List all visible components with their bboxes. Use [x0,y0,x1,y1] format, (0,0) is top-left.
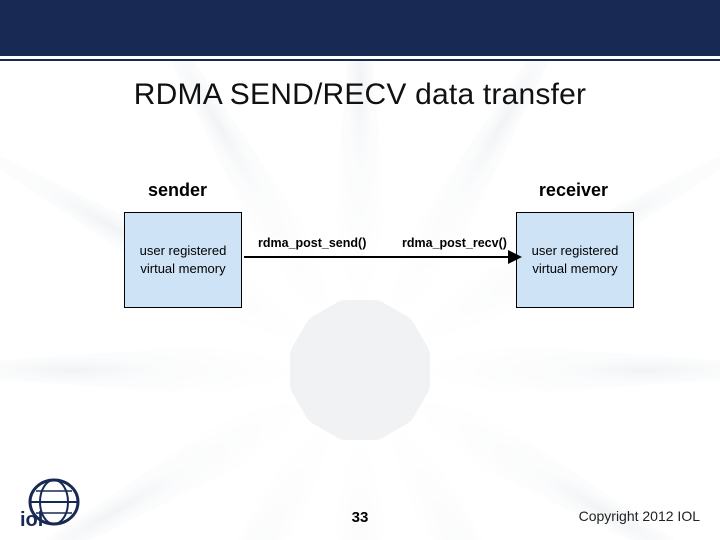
arrow-line [244,256,514,258]
box-receiver-memory: user registered virtual memory [516,212,634,308]
label-fn-send: rdma_post_send() [258,236,366,250]
arrow-head-icon [508,250,522,264]
slide-title: RDMA SEND/RECV data transfer [0,78,720,112]
copyright: Copyright 2012 IOL [579,508,700,524]
logo-text: iol [20,509,43,530]
box-sender-memory: user registered virtual memory [124,212,242,308]
slide: RDMA SEND/RECV data transfer sender rece… [0,0,720,540]
label-receiver: receiver [539,180,608,201]
diagram: sender receiver user registered virtual … [0,180,720,380]
iol-logo-icon: iol [18,476,82,530]
header-bar [0,0,720,56]
label-fn-recv: rdma_post_recv() [402,236,507,250]
header-rule-dark [0,59,720,61]
label-sender: sender [148,180,207,201]
